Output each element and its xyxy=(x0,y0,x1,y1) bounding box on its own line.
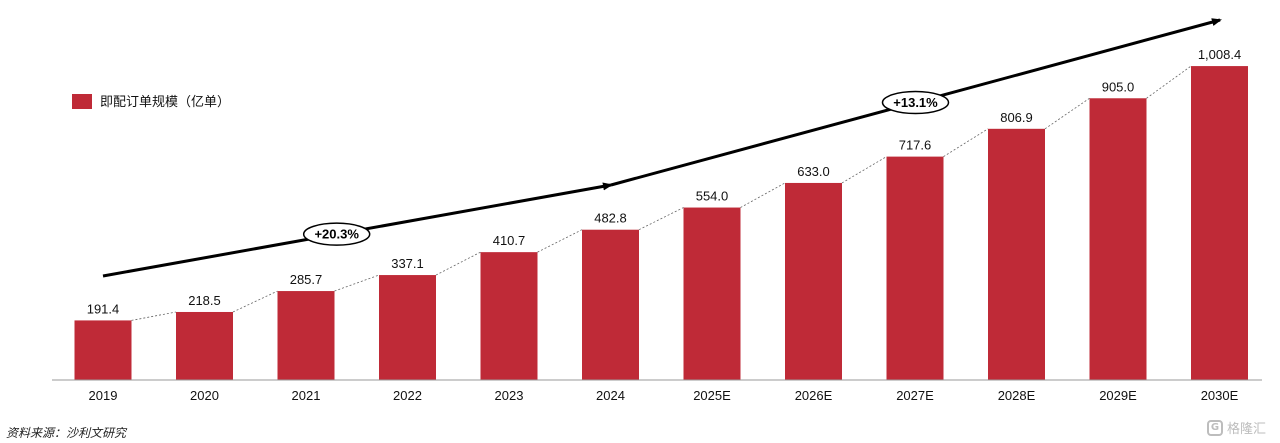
value-label: 905.0 xyxy=(1102,79,1135,94)
bar xyxy=(582,229,639,380)
bar xyxy=(74,320,132,380)
value-label: 717.6 xyxy=(899,138,932,153)
bar xyxy=(176,311,233,380)
watermark-logo-icon: G xyxy=(1206,419,1223,436)
trend-connector xyxy=(334,274,380,292)
category-label: 2029E xyxy=(1099,388,1137,403)
trend-connector xyxy=(232,290,278,313)
category-label: 2026E xyxy=(795,388,833,403)
category-label: 2023 xyxy=(495,388,524,403)
category-label: 2021 xyxy=(292,388,321,403)
cagr-badge xyxy=(881,90,950,115)
source-note: 资料来源：沙利文研究 xyxy=(6,426,127,440)
category-label: 2028E xyxy=(998,388,1036,403)
watermark-text: 格隆汇 xyxy=(1226,422,1266,437)
trend-connector xyxy=(131,311,177,321)
bar xyxy=(988,128,1045,380)
category-label: 2022 xyxy=(393,388,422,403)
trend-connector xyxy=(537,229,583,253)
category-label: 2030E xyxy=(1201,388,1239,403)
trend-connector xyxy=(740,182,786,208)
legend-label: 即配订单规模（亿单） xyxy=(100,95,230,110)
bar xyxy=(886,156,944,380)
trend-connector xyxy=(1146,65,1192,99)
category-label: 2024 xyxy=(596,388,625,403)
bar xyxy=(1089,98,1147,380)
cagr-label: +13.1% xyxy=(893,95,938,110)
value-label: 285.7 xyxy=(290,272,323,287)
cagr-badge xyxy=(302,222,371,246)
value-label: 1,008.4 xyxy=(1198,47,1241,62)
bar xyxy=(379,275,436,380)
trend-connector xyxy=(943,128,989,157)
bar xyxy=(785,182,842,380)
value-label: 218.5 xyxy=(188,293,221,308)
trend-connector xyxy=(638,207,684,231)
value-label: 482.8 xyxy=(594,211,627,226)
trend-connector xyxy=(841,156,887,184)
cagr-label: +20.3% xyxy=(314,227,359,242)
value-label: 191.4 xyxy=(87,301,120,316)
bar xyxy=(683,207,741,380)
value-label: 806.9 xyxy=(1000,110,1033,125)
trend-connector xyxy=(435,251,481,276)
bar xyxy=(277,291,335,380)
trend-connector xyxy=(1044,97,1090,130)
value-label: 410.7 xyxy=(493,233,526,248)
legend: 即配订单规模（亿单） xyxy=(72,94,230,110)
bar xyxy=(1191,66,1248,381)
category-label: 2019 xyxy=(89,388,118,403)
value-label: 554.0 xyxy=(696,189,729,204)
category-label: 2027E xyxy=(896,388,934,403)
watermark: G 格隆汇 xyxy=(1206,418,1266,437)
value-label: 633.0 xyxy=(797,164,830,179)
value-label: 337.1 xyxy=(391,256,424,271)
bar xyxy=(480,252,538,380)
category-label: 2020 xyxy=(190,388,219,403)
category-label: 2025E xyxy=(693,388,731,403)
legend-swatch xyxy=(72,94,92,109)
